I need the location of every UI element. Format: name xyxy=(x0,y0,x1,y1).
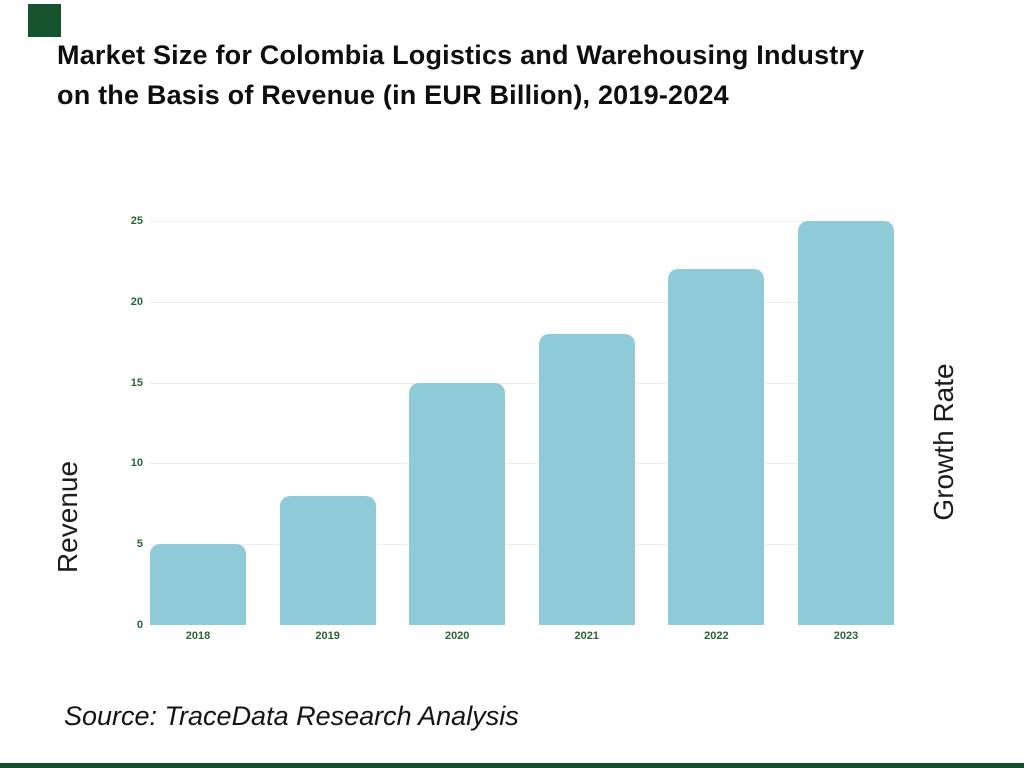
bar-2020 xyxy=(409,382,506,625)
bar-2022 xyxy=(668,269,765,625)
y-tick-label-5: 5 xyxy=(136,538,143,551)
page-title-line2: on the Basis of Revenue (in EUR Billion)… xyxy=(57,80,729,110)
bar-2021 xyxy=(538,334,635,625)
y-axis-tick-labels: 0 5 10 15 20 25 xyxy=(95,215,143,631)
x-tick-label-2022: 2022 xyxy=(704,630,729,642)
x-tick-label-2023: 2023 xyxy=(833,630,859,642)
gridline-y-10 xyxy=(150,463,894,465)
x-tick-label-2021: 2021 xyxy=(574,630,600,642)
y-tick-label-25: 25 xyxy=(130,215,143,227)
page-title: Market Size for Colombia Logistics and W… xyxy=(57,35,864,115)
gridline-y-25 xyxy=(150,221,894,222)
gridline-y-20 xyxy=(150,301,894,303)
gridline-y-5 xyxy=(150,544,894,546)
bar-2018 xyxy=(150,544,246,625)
brand-accent-square xyxy=(28,4,61,37)
y-tick-label-0: 0 xyxy=(136,619,143,631)
gridline-y-15 xyxy=(150,382,894,384)
y-axis-title-right: Growth Rate xyxy=(928,363,959,521)
source-note: Source: TraceData Research Analysis xyxy=(64,701,519,731)
x-tick-label-2018: 2018 xyxy=(185,630,211,642)
bar-2023 xyxy=(798,221,894,625)
brand-bottom-bar xyxy=(0,763,1024,768)
y-tick-label-15: 15 xyxy=(130,376,143,389)
x-tick-label-2020: 2020 xyxy=(444,630,470,642)
page-title-line1: Market Size for Colombia Logistics and W… xyxy=(57,40,865,70)
plot-area: 0 5 10 15 20 25 2018 2019 2020 2021 2022 2023 xyxy=(131,215,894,642)
y-tick-label-10: 10 xyxy=(130,457,143,470)
bar-2019 xyxy=(279,495,376,625)
y-axis-title-left: Revenue xyxy=(52,460,83,574)
y-tick-label-20: 20 xyxy=(130,295,143,308)
x-tick-label-2019: 2019 xyxy=(315,630,340,642)
